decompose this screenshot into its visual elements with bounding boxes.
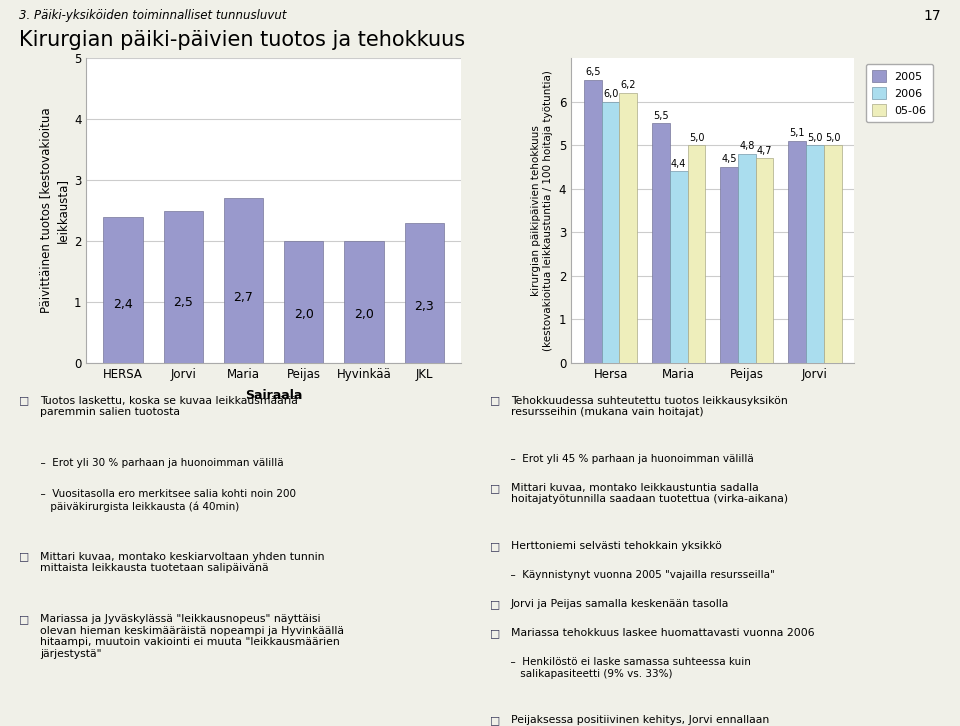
Text: Tehokkuudessa suhteutettu tuotos leikkausyksikön
resursseihin (mukana vain hoita: Tehokkuudessa suhteutettu tuotos leikkau… — [511, 396, 787, 417]
Text: 5,0: 5,0 — [688, 133, 705, 142]
Text: 6,0: 6,0 — [603, 89, 618, 99]
Text: □: □ — [19, 614, 30, 624]
Bar — [756, 158, 774, 363]
Y-axis label: kirurgian päikipäivien tehokkuus
(kestovakioitua leikkaustuntia / 100 hoitaja ty: kirurgian päikipäivien tehokkuus (kestov… — [531, 70, 553, 351]
Text: –  Erot yli 30 % parhaan ja huonoimman välillä: – Erot yli 30 % parhaan ja huonoimman vä… — [34, 458, 283, 468]
Text: □: □ — [490, 396, 500, 406]
Bar — [163, 211, 203, 363]
Text: 5,0: 5,0 — [825, 133, 840, 142]
Bar — [824, 145, 842, 363]
Bar — [284, 241, 324, 363]
Bar — [738, 154, 756, 363]
Legend: 2005, 2006, 05-06: 2005, 2006, 05-06 — [866, 64, 933, 123]
Bar — [602, 102, 619, 363]
Text: Mittari kuvaa, montako leikkaustuntia sadalla
hoitajatyötunnilla saadaan tuotett: Mittari kuvaa, montako leikkaustuntia sa… — [511, 483, 788, 505]
Text: □: □ — [490, 483, 500, 493]
Text: 6,5: 6,5 — [586, 68, 601, 77]
Text: 5,1: 5,1 — [789, 129, 805, 138]
Bar — [584, 80, 602, 363]
Bar — [806, 145, 824, 363]
Text: 6,2: 6,2 — [620, 81, 636, 90]
Text: □: □ — [490, 628, 500, 638]
Text: –  Vuositasolla ero merkitsee salia kohti noin 200
     päiväkirurgista leikkaus: – Vuositasolla ero merkitsee salia kohti… — [34, 489, 296, 512]
Text: 2,5: 2,5 — [174, 295, 193, 309]
Text: 3. Päiki-yksiköiden toiminnalliset tunnusluvut: 3. Päiki-yksiköiden toiminnalliset tunnu… — [19, 9, 287, 22]
Bar — [224, 198, 263, 363]
Text: 5,0: 5,0 — [807, 133, 823, 142]
Bar — [670, 171, 687, 363]
Text: □: □ — [490, 715, 500, 725]
Text: –  Käynnistynyt vuonna 2005 "vajailla resursseilla": – Käynnistynyt vuonna 2005 "vajailla res… — [504, 570, 775, 580]
Bar — [104, 216, 143, 363]
Text: 4,5: 4,5 — [721, 155, 737, 164]
Text: Herttoniemi selvästi tehokkain yksikkö: Herttoniemi selvästi tehokkain yksikkö — [511, 541, 722, 551]
Text: Mariassa tehokkuus laskee huomattavasti vuonna 2006: Mariassa tehokkuus laskee huomattavasti … — [511, 628, 814, 638]
Text: Jorvi ja Peijas samalla keskenään tasolla: Jorvi ja Peijas samalla keskenään tasoll… — [511, 599, 729, 609]
Text: 2,4: 2,4 — [113, 298, 132, 311]
Text: 2,7: 2,7 — [233, 290, 253, 303]
Bar — [720, 167, 738, 363]
Text: 17: 17 — [924, 9, 941, 23]
Text: –  Erot yli 45 % parhaan ja huonoimman välillä: – Erot yli 45 % parhaan ja huonoimman vä… — [504, 454, 754, 464]
X-axis label: Sairaala: Sairaala — [245, 389, 302, 402]
Bar — [788, 141, 806, 363]
Text: □: □ — [490, 541, 500, 551]
Text: Tuotos laskettu, koska se kuvaa leikkausmääriä
paremmin salien tuotosta: Tuotos laskettu, koska se kuvaa leikkaus… — [40, 396, 299, 417]
Text: □: □ — [19, 552, 30, 562]
Text: Peijaksessa positiivinen kehitys, Jorvi ennallaan: Peijaksessa positiivinen kehitys, Jorvi … — [511, 715, 769, 725]
Text: 2,3: 2,3 — [415, 301, 434, 314]
Text: 2,0: 2,0 — [294, 308, 314, 321]
Text: 2,0: 2,0 — [354, 308, 373, 321]
Bar — [404, 223, 444, 363]
Text: Mariassa ja Jyväskylässä "leikkausnopeus" näyttäisi
olevan hieman keskimääräistä: Mariassa ja Jyväskylässä "leikkausnopeus… — [40, 614, 345, 659]
Text: 4,8: 4,8 — [739, 142, 755, 151]
Text: Kirurgian päiki-päivien tuotos ja tehokkuus: Kirurgian päiki-päivien tuotos ja tehokk… — [19, 30, 466, 51]
Text: □: □ — [19, 396, 30, 406]
Text: 4,7: 4,7 — [756, 146, 772, 155]
Bar — [687, 145, 706, 363]
Text: –  Henkilöstö ei laske samassa suhteessa kuin
     salikapasiteetti (9% vs. 33%): – Henkilöstö ei laske samassa suhteessa … — [504, 657, 751, 679]
Text: 4,4: 4,4 — [671, 159, 686, 168]
Text: Mittari kuvaa, montako keskiarvoltaan yhden tunnin
mittaista leikkausta tuotetaa: Mittari kuvaa, montako keskiarvoltaan yh… — [40, 552, 324, 574]
Y-axis label: Päivittäinen tuotos [kestovakioitua
leikkausta]: Päivittäinen tuotos [kestovakioitua leik… — [39, 107, 68, 314]
Bar — [619, 93, 637, 363]
Bar — [652, 123, 670, 363]
Text: 5,5: 5,5 — [653, 111, 669, 121]
Text: □: □ — [490, 599, 500, 609]
Bar — [345, 241, 384, 363]
